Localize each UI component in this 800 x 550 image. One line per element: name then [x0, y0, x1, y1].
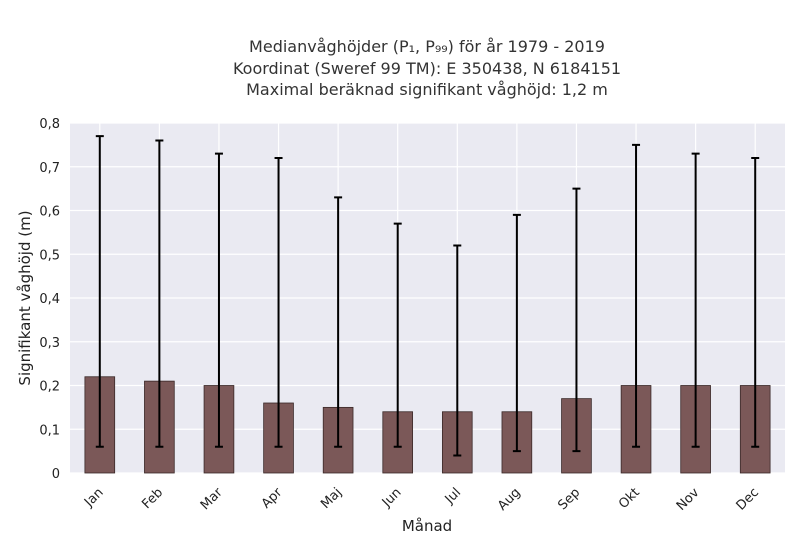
y-axis-ticks: 0 0,1 0,2 0,3 0,4 0,5 0,6 0,7 0,8	[39, 117, 60, 482]
y-tick-label: 0,2	[39, 380, 60, 395]
y-tick-label: 0,7	[39, 161, 60, 176]
y-tick-label: 0	[52, 467, 60, 482]
x-tick-label: Sep	[555, 485, 583, 513]
x-tick-label: Aug	[495, 485, 524, 514]
x-tick-label: Maj	[318, 485, 345, 512]
x-tick-label: Jan	[81, 485, 106, 510]
y-tick-label: 0,5	[39, 248, 60, 263]
x-tick-label: Apr	[259, 485, 286, 512]
y-tick-label: 0,4	[39, 292, 60, 307]
y-tick-label: 0,1	[39, 423, 60, 438]
x-tick-label: Jul	[442, 485, 464, 507]
x-tick-label: Nov	[674, 485, 703, 514]
y-tick-label: 0,8	[39, 117, 60, 132]
x-tick-label: Feb	[139, 485, 166, 512]
y-tick-label: 0,3	[39, 336, 60, 351]
y-tick-label: 0,6	[39, 205, 60, 220]
y-axis-label: Signifikant våghöjd (m)	[16, 210, 34, 385]
x-axis-ticks: Jan Feb Mar Apr Maj Jun Jul Aug Sep Okt Nov Dec	[81, 485, 762, 514]
x-tick-label: Dec	[734, 485, 762, 513]
x-axis-label: Månad	[402, 517, 452, 535]
chart-title-line-3: Maximal beräknad signifikant våghöjd: 1,…	[246, 80, 608, 99]
x-tick-label: Okt	[616, 485, 643, 512]
chart-title-line-1: Medianvåghöjder (P₁, P₉₉) för år 1979 - …	[249, 37, 605, 56]
chart-title: Medianvåghöjder (P₁, P₉₉) för år 1979 - …	[233, 37, 621, 99]
error-bars	[95, 135, 760, 457]
x-tick-label: Mar	[198, 485, 226, 513]
chart-title-line-2: Koordinat (Sweref 99 TM): E 350438, N 61…	[233, 59, 621, 78]
x-tick-label: Jun	[379, 485, 405, 511]
